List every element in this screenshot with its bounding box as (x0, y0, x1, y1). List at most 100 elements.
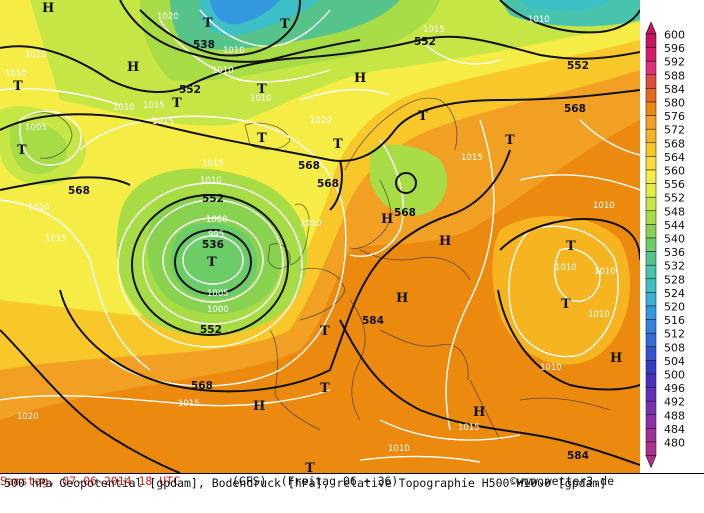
source-credit: ©www.wetter3.de (510, 474, 614, 488)
high-symbol: H (439, 234, 451, 249)
low-symbol: T (333, 137, 343, 152)
weather-map: 1020 1010 1015 1010 1010 1010 1010 1005 … (0, 0, 640, 473)
legend-labels: 6005965925885845805765725685645605565525… (664, 29, 685, 450)
legend-swatch (645, 319, 657, 334)
legend-tick-label: 596 (664, 42, 685, 55)
legend-swatch (645, 169, 657, 184)
isobars (0, 9, 640, 463)
legend-tick-label: 572 (664, 124, 685, 137)
legend-swatch (645, 264, 657, 280)
field-east-pale (492, 216, 630, 365)
legend-swatch (645, 346, 657, 361)
legend-tick-label: 488 (664, 409, 685, 422)
pressure-label: 1015 (45, 234, 67, 244)
low-symbol: T (561, 297, 571, 312)
legend-swatch (645, 278, 657, 293)
legend-tick-label: 560 (664, 165, 685, 178)
legend-tick-label: 492 (664, 396, 685, 409)
legend-tick-label: 500 (664, 369, 685, 382)
legend-tick-label: 588 (664, 69, 685, 82)
geopotential-label: 568 (68, 185, 90, 197)
legend-swatch (645, 156, 657, 171)
pressure-labels: 1020 1010 1015 1010 1010 1010 1010 1005 … (5, 12, 616, 454)
map-description: 500 hPa Geopotential [gpdam], Bodendruck… (4, 476, 607, 490)
legend-tick-label: 484 (664, 423, 685, 436)
legend-swatch (645, 332, 657, 348)
legend-swatch (645, 74, 657, 89)
legend-tick-label: 508 (664, 341, 685, 354)
pressure-label: 1015 (143, 101, 165, 111)
pressure-label: 1005 (207, 289, 229, 299)
geopotential-labels: 538 552 552 552 568 568 568 568 568 552 … (68, 36, 589, 462)
field-ne-blue (520, 0, 610, 12)
pressure-symbols: H T T H T T H T T T T T H H H T T T H T … (13, 1, 622, 473)
pressure-label: 1010 (300, 219, 322, 229)
legend-swatch (645, 237, 657, 252)
pressure-label: 1010 (388, 444, 410, 454)
legend-tick-label: 528 (664, 273, 685, 286)
legend-tick-label: 552 (664, 192, 685, 205)
legend-swatches (645, 21, 657, 469)
legend-swatch (645, 183, 657, 198)
pressure-label: 1010 (5, 69, 27, 79)
legend-tick-label: 592 (664, 56, 685, 69)
legend-swatch (645, 60, 657, 76)
legend-tick-label: 600 (664, 29, 685, 42)
footer: 500 hPa Geopotential [gpdam], Bodendruck… (0, 473, 704, 513)
low-symbol: T (257, 82, 267, 97)
legend-swatch (645, 387, 657, 402)
pressure-label: 1020 (157, 12, 179, 22)
legend-tick-label: 524 (664, 287, 685, 300)
legend-tick-label: 480 (664, 437, 685, 450)
pressure-label: 1010 (250, 94, 272, 104)
geopotential-label: 568 (298, 160, 320, 172)
legend-tick-label: 536 (664, 246, 685, 259)
pressure-label: 1015 (423, 25, 445, 35)
pressure-label: 1010 (555, 263, 577, 273)
field-north-blue (210, 0, 280, 25)
pressure-label: 1010 (212, 66, 234, 76)
pressure-label: 1010 (528, 15, 550, 25)
pressure-label: 1010 (200, 176, 222, 186)
legend-swatch (645, 33, 657, 48)
high-symbol: H (253, 399, 265, 414)
legend-swatch (645, 441, 657, 456)
legend-swatch (645, 292, 657, 307)
legend-tick-label: 548 (664, 205, 685, 218)
low-symbol: T (207, 255, 217, 270)
pressure-label: 1015 (461, 153, 483, 163)
pressure-label: 1010 (113, 103, 135, 113)
legend-tick-label: 584 (664, 83, 685, 96)
geopotential-label: 584 (567, 450, 589, 462)
legend-swatch (645, 428, 657, 443)
low-symbol: T (305, 461, 315, 473)
legend-swatch (645, 224, 657, 239)
legend-swatch (645, 414, 657, 429)
pressure-label: 995 (208, 230, 224, 240)
low-symbol: T (418, 109, 428, 124)
model-name: (GFS) (232, 474, 267, 488)
legend-tick-label: 496 (664, 382, 685, 395)
low-symbol: T (172, 96, 182, 111)
legend-swatch (645, 400, 657, 416)
geopotential-label: 568 (394, 207, 416, 219)
field-low-west-core (170, 222, 258, 299)
pressure-label: 1000 (206, 215, 228, 225)
geopotential-label: 568 (191, 380, 213, 392)
high-symbol: H (473, 405, 485, 420)
legend-arrow-bottom (645, 455, 657, 469)
pressure-label: 1020 (17, 412, 39, 422)
legend-tick-label: 540 (664, 233, 685, 246)
field-west-patch-inner (9, 122, 68, 175)
legend-tick-label: 544 (664, 219, 685, 232)
legend-tick-label: 516 (664, 314, 685, 327)
pressure-label: 1000 (207, 305, 229, 315)
legend-tick-label: 576 (664, 110, 685, 123)
geopotential-label: 584 (362, 315, 384, 327)
legend-swatch (645, 47, 657, 62)
high-symbol: H (381, 212, 393, 227)
legend-swatch (645, 373, 657, 388)
legend-tick-label: 504 (664, 355, 685, 368)
color-scale-legend: 6005965925885845805765725685645605565525… (640, 0, 704, 473)
low-symbol: T (203, 16, 213, 31)
